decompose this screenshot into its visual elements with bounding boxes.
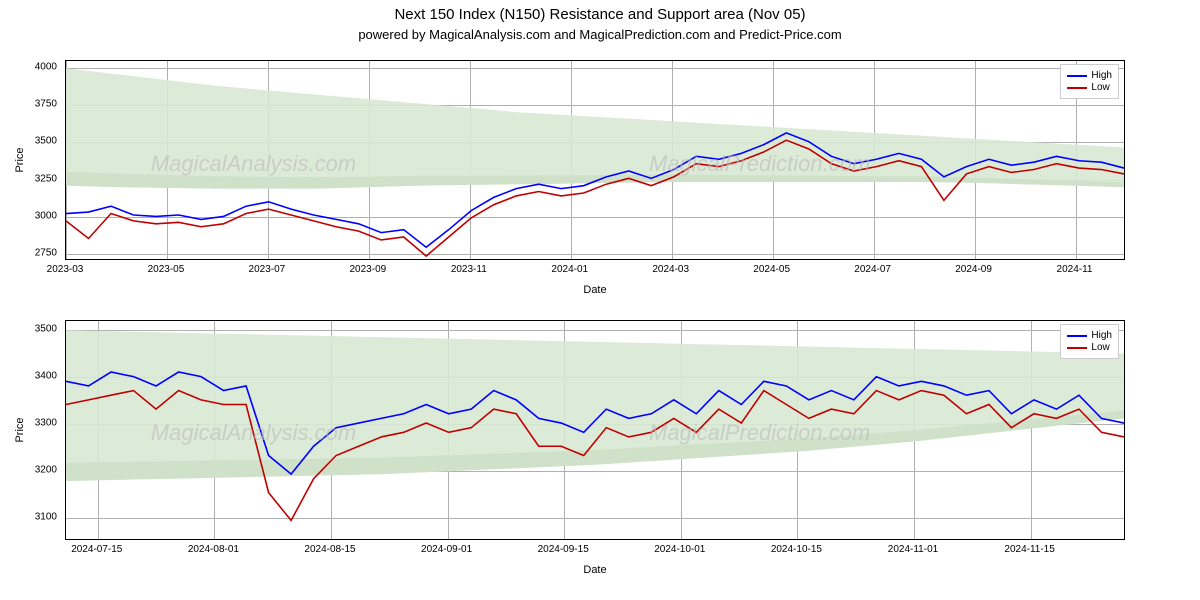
upper-chart-plot: MagicalAnalysis.comMagicalPrediction.com (65, 60, 1125, 260)
xtick-label: 2023-07 (249, 264, 286, 275)
legend-label-high: High (1091, 70, 1112, 81)
xtick-label: 2024-08-01 (188, 544, 239, 555)
lower-chart-xlabel: Date (583, 564, 606, 576)
xtick-label: 2023-09 (349, 264, 386, 275)
xtick-label: 2024-11-15 (1004, 544, 1054, 555)
upper-chart-ylabel: Price (14, 147, 26, 172)
xtick-label: 2024-09 (955, 264, 992, 275)
upper-chart-xlabel: Date (583, 284, 606, 296)
legend-label-high: High (1091, 330, 1112, 341)
chart-title: Next 150 Index (N150) Resistance and Sup… (0, 0, 1200, 23)
legend-swatch-low (1067, 347, 1087, 349)
legend-swatch-low (1067, 87, 1087, 89)
lower-chart-plot: MagicalAnalysis.comMagicalPrediction.com (65, 320, 1125, 540)
legend-label-low: Low (1091, 342, 1109, 353)
xtick-label: 2024-07 (854, 264, 891, 275)
xtick-label: 2024-09-01 (421, 544, 472, 555)
upper-chart-legend: High Low (1060, 64, 1119, 99)
xtick-label: 2024-08-15 (304, 544, 355, 555)
legend-item-high: High (1067, 70, 1112, 81)
chart-subtitle: powered by MagicalAnalysis.com and Magic… (0, 23, 1200, 46)
legend-item-low: Low (1067, 82, 1112, 93)
legend-swatch-high (1067, 75, 1087, 77)
xtick-label: 2023-11 (451, 264, 487, 275)
legend-item-high: High (1067, 330, 1112, 341)
legend-label-low: Low (1091, 82, 1109, 93)
xtick-label: 2024-11 (1057, 264, 1093, 275)
xtick-label: 2024-01 (551, 264, 588, 275)
xtick-label: 2024-09-15 (538, 544, 589, 555)
xtick-label: 2024-10-15 (771, 544, 822, 555)
xtick-label: 2024-03 (652, 264, 689, 275)
xtick-label: 2023-03 (47, 264, 84, 275)
xtick-label: 2024-05 (753, 264, 790, 275)
lower-chart-ylabel: Price (14, 417, 26, 442)
legend-swatch-high (1067, 335, 1087, 337)
lower-chart-legend: High Low (1060, 324, 1119, 359)
legend-item-low: Low (1067, 342, 1112, 353)
xtick-label: 2024-11-01 (888, 544, 938, 555)
xtick-label: 2024-10-01 (654, 544, 705, 555)
xtick-label: 2023-05 (148, 264, 185, 275)
xtick-label: 2024-07-15 (71, 544, 122, 555)
